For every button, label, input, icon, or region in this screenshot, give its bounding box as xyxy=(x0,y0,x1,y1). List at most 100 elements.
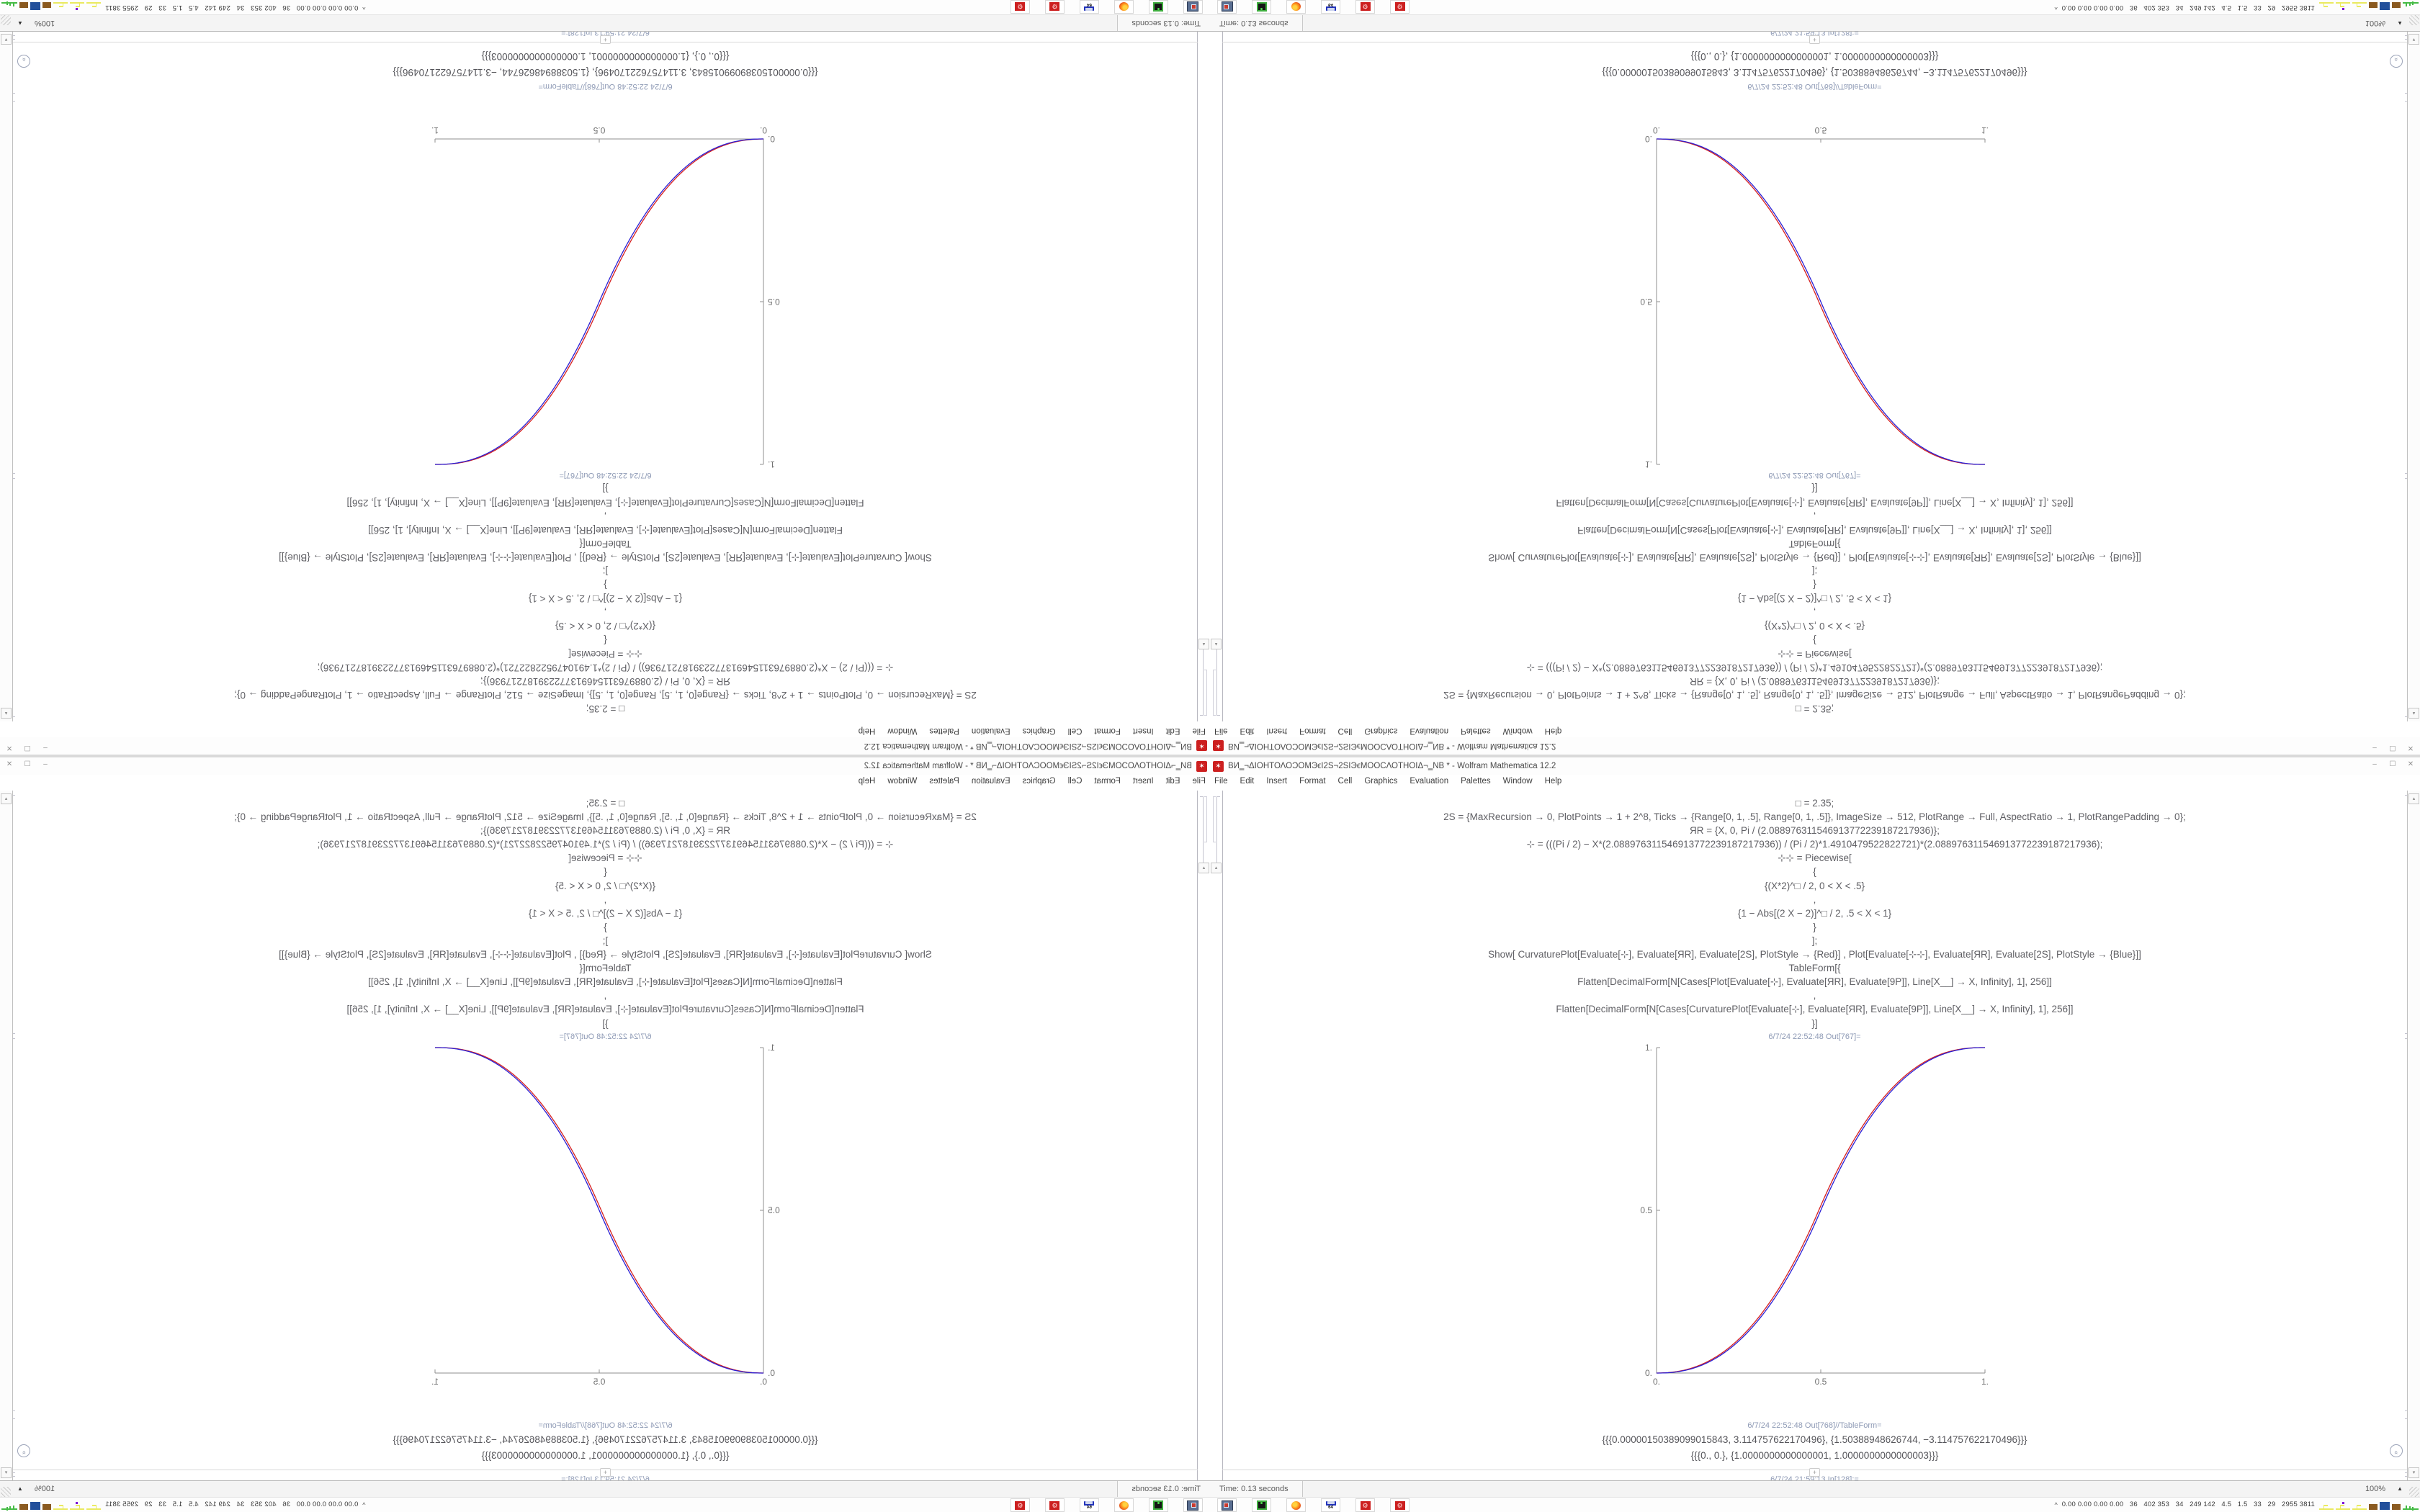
close-button[interactable]: ✕ xyxy=(6,760,13,768)
zoom-level[interactable]: 100% xyxy=(2365,19,2386,27)
tray-graph-yellow-2[interactable] xyxy=(70,2,84,12)
taskbar-app-system-monitor[interactable] xyxy=(1149,1498,1168,1512)
zoom-dropdown-icon[interactable]: ▲ xyxy=(17,1485,23,1492)
input-cell[interactable]: □ = 2.35; 2Ѕ = {MaxRecursion → 0, PlotPoi… xyxy=(1222,791,2407,1030)
menu-item[interactable]: Help xyxy=(858,777,876,786)
taskbar-app-gear-tool-1[interactable]: ⚙ xyxy=(1045,1498,1065,1512)
zoom-level[interactable]: 100% xyxy=(2365,1485,2386,1493)
menu-item[interactable]: Edit xyxy=(1165,777,1180,786)
tray-gauge-brown-2[interactable] xyxy=(19,1503,28,1510)
menu-item[interactable]: File xyxy=(1214,777,1228,786)
menu-item[interactable]: Help xyxy=(858,726,876,735)
tray-graph-yellow-3[interactable] xyxy=(2352,2,2367,12)
menu-item[interactable]: Cell xyxy=(1067,726,1083,735)
menu-item[interactable]: Palettes xyxy=(1461,777,1491,786)
taskbar-app-gear-tool-2[interactable]: ⚙ xyxy=(1390,0,1410,14)
minimize-button[interactable]: – xyxy=(43,760,48,768)
menu-item[interactable]: Evaluation xyxy=(971,726,1010,735)
maximize-button[interactable]: ☐ xyxy=(24,760,31,768)
insert-cell-button[interactable]: + xyxy=(599,35,611,45)
taskbar-app-system-monitor[interactable] xyxy=(1252,0,1271,14)
taskbar-app-hwinfo64[interactable]: 64 xyxy=(1080,1498,1099,1512)
minimize-button[interactable]: – xyxy=(2372,744,2377,752)
taskbar-app-hwinfo64[interactable]: 64 xyxy=(1321,1498,1340,1512)
menu-item[interactable]: Graphics xyxy=(1022,726,1056,735)
tray-gauge-brown-2[interactable] xyxy=(19,2,28,9)
insert-cell-button[interactable]: + xyxy=(1809,35,1821,45)
menu-item[interactable]: Evaluation xyxy=(971,777,1010,786)
menu-item[interactable]: Format xyxy=(1299,726,1326,735)
input-cell[interactable]: □ = 2.35; 2Ѕ = {MaxRecursion → 0, PlotPoi… xyxy=(13,482,1198,721)
insert-cell-button[interactable]: + xyxy=(599,1467,611,1477)
cell-insertion-bar[interactable]: + xyxy=(1222,1465,2407,1477)
scroll-down-button[interactable]: ▾ xyxy=(1,1467,12,1478)
vertical-scrollbar[interactable]: ▴ ▾ xyxy=(2407,791,2420,1481)
scroll-up-button[interactable]: ▴ xyxy=(2408,708,2419,719)
menu-item[interactable]: Graphics xyxy=(1022,777,1056,786)
menu-item[interactable]: Edit xyxy=(1165,726,1180,735)
taskbar-app-gear-tool-1[interactable]: ⚙ xyxy=(1045,0,1065,14)
menu-item[interactable]: Window xyxy=(1502,726,1533,735)
cell-insertion-bar[interactable]: + xyxy=(1222,35,2407,47)
tray-gauge-navy[interactable] xyxy=(2380,2,2390,11)
background-scroll-up-button[interactable]: ▴ xyxy=(1211,639,1222,649)
tray-graph-yellow-3[interactable] xyxy=(2352,1500,2367,1510)
zoom-dropdown-icon[interactable]: ▲ xyxy=(2397,20,2403,27)
taskbar-app-screen-recorder[interactable] xyxy=(1183,1498,1203,1512)
zoom-dropdown-icon[interactable]: ▲ xyxy=(17,20,23,27)
menu-item[interactable]: Palettes xyxy=(1461,726,1491,735)
tray-graph-yellow-2[interactable] xyxy=(2336,2,2350,12)
menu-item[interactable]: File xyxy=(1192,726,1206,735)
tray-gauge-brown-1[interactable] xyxy=(2369,2,2378,9)
tray-gauge-navy[interactable] xyxy=(30,1501,40,1510)
tray-graph-yellow-1[interactable] xyxy=(86,1500,101,1510)
taskbar-app-firefox[interactable] xyxy=(1286,1498,1306,1512)
vertical-scrollbar[interactable]: ▴ ▾ xyxy=(0,791,13,1481)
close-button[interactable]: ✕ xyxy=(2407,760,2414,768)
taskbar-app-gear-tool-2[interactable]: ⚙ xyxy=(1010,0,1030,14)
menu-item[interactable]: Insert xyxy=(1266,726,1288,735)
minimize-button[interactable]: – xyxy=(2372,760,2377,768)
tray-gauge-brown-1[interactable] xyxy=(42,2,51,9)
taskbar-app-firefox[interactable] xyxy=(1114,1498,1134,1512)
tray-graph-green[interactable] xyxy=(1,2,17,12)
taskbar-app-gear-tool-2[interactable]: ⚙ xyxy=(1010,1498,1030,1512)
taskbar-app-system-monitor[interactable] xyxy=(1252,1498,1271,1512)
maximize-button[interactable]: ☐ xyxy=(2389,760,2396,768)
tray-gauge-brown-2[interactable] xyxy=(2392,1503,2401,1510)
taskbar-app-gear-tool-1[interactable]: ⚙ xyxy=(1355,1498,1375,1512)
input-cell[interactable]: □ = 2.35; 2Ѕ = {MaxRecursion → 0, PlotPoi… xyxy=(1222,482,2407,721)
scroll-to-top-icon[interactable]: » xyxy=(17,55,30,68)
tray-gauge-brown-2[interactable] xyxy=(2392,2,2401,9)
hidden-icons-chevron[interactable]: ^ xyxy=(2054,1500,2058,1508)
scroll-down-button[interactable]: ▾ xyxy=(1,34,12,45)
resize-grip[interactable] xyxy=(2409,1487,2419,1497)
zoom-level[interactable]: 100% xyxy=(34,1485,55,1493)
input-cell[interactable]: □ = 2.35; 2Ѕ = {MaxRecursion → 0, PlotPoi… xyxy=(13,791,1198,1030)
menu-item[interactable]: Edit xyxy=(1240,726,1255,735)
vertical-scrollbar[interactable]: ▴ ▾ xyxy=(0,31,13,721)
taskbar-app-gear-tool-1[interactable]: ⚙ xyxy=(1355,0,1375,14)
minimize-button[interactable]: – xyxy=(43,744,48,752)
zoom-level[interactable]: 100% xyxy=(34,19,55,27)
tray-graph-yellow-3[interactable] xyxy=(53,2,68,12)
resize-grip[interactable] xyxy=(1,1487,11,1497)
tray-graph-green[interactable] xyxy=(1,1500,17,1510)
scroll-to-top-icon[interactable]: » xyxy=(2390,1444,2403,1457)
menu-item[interactable]: Window xyxy=(887,777,918,786)
hidden-icons-chevron[interactable]: ^ xyxy=(2054,4,2058,12)
tray-graph-yellow-1[interactable] xyxy=(2319,1500,2334,1510)
menu-item[interactable]: Window xyxy=(1502,777,1533,786)
menu-item[interactable]: Evaluation xyxy=(1410,777,1449,786)
tray-gauge-brown-1[interactable] xyxy=(42,1503,51,1510)
taskbar-app-firefox[interactable] xyxy=(1286,0,1306,14)
tray-graph-yellow-2[interactable] xyxy=(70,1500,84,1510)
menu-item[interactable]: Help xyxy=(1544,777,1562,786)
resize-grip[interactable] xyxy=(1,15,11,25)
taskbar-app-system-monitor[interactable] xyxy=(1149,0,1168,14)
menu-item[interactable]: Window xyxy=(887,726,918,735)
cell-insertion-bar[interactable]: + xyxy=(13,35,1198,47)
menu-item[interactable]: Format xyxy=(1299,777,1326,786)
menu-item[interactable]: Graphics xyxy=(1364,726,1398,735)
tray-graph-yellow-2[interactable] xyxy=(2336,1500,2350,1510)
